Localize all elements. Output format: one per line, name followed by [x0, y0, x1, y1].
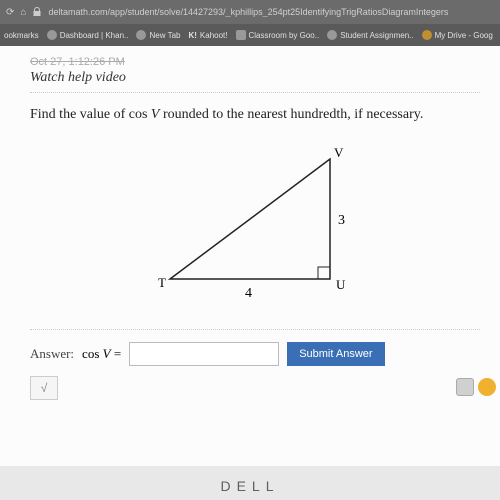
question-prefix: Find the value of cos	[30, 107, 147, 122]
bookmark-icon	[47, 30, 57, 40]
reload-icon[interactable]: ⟳	[6, 7, 14, 18]
triangle-figure: V T U 3 4	[30, 139, 480, 309]
question-suffix: rounded to the nearest hundredth, if nec…	[163, 107, 423, 122]
question-text: Find the value of cos V rounded to the n…	[30, 107, 480, 123]
triangle-shape	[170, 159, 330, 279]
submit-answer-button[interactable]: Submit Answer	[287, 342, 384, 366]
home-icon[interactable]: ⌂	[20, 7, 26, 18]
answer-row: Answer: cos V = Submit Answer	[30, 329, 480, 366]
bookmark-item[interactable]: Dashboard | Khan..	[47, 30, 129, 40]
bookmark-icon	[422, 30, 432, 40]
browser-url-bar: ⟳ ⌂ deltamath.com/app/student/solve/1442…	[0, 0, 500, 24]
question-variable: V	[151, 107, 160, 122]
bookmarks-label: ookmarks	[4, 31, 39, 40]
watch-help-video-link[interactable]: Watch help video	[30, 70, 480, 93]
triangle-svg: V T U 3 4	[140, 139, 370, 309]
answer-cos: cos	[82, 346, 99, 361]
bookmark-label: My Drive - Goog	[435, 31, 493, 40]
answer-expression: cos V =	[82, 346, 121, 362]
right-icon-group	[456, 378, 496, 396]
vertex-u-label: U	[336, 277, 346, 292]
side-bottom-label: 4	[245, 286, 252, 301]
answer-var: V	[103, 346, 111, 361]
bookmark-item[interactable]: Classroom by Goo..	[236, 30, 320, 40]
bookmark-item[interactable]: My Drive - Goog	[422, 30, 493, 40]
bookmark-item[interactable]: New Tab	[136, 30, 180, 40]
answer-label: Answer:	[30, 346, 74, 362]
answer-equals: =	[114, 346, 121, 361]
bookmark-label: Kahoot!	[200, 31, 228, 40]
bookmark-label: Dashboard | Khan..	[60, 31, 129, 40]
answer-input[interactable]	[129, 342, 279, 366]
due-date: Oct 27, 1:12:26 PM	[30, 56, 480, 68]
keyboard-icon[interactable]	[456, 378, 474, 396]
bookmark-icon	[327, 30, 337, 40]
bookmark-icon	[136, 30, 146, 40]
vertex-t-label: T	[158, 275, 166, 290]
bookmark-icon	[236, 30, 246, 40]
lock-icon	[32, 7, 42, 17]
bookmark-prefix: K!	[188, 31, 196, 40]
bookmark-item[interactable]: Student Assignmen..	[327, 30, 413, 40]
url-text: deltamath.com/app/student/solve/14427293…	[48, 7, 494, 17]
bookmark-item[interactable]: K! Kahoot!	[188, 31, 227, 40]
right-angle-mark	[318, 267, 330, 279]
help-icon[interactable]	[478, 378, 496, 396]
sqrt-tool-button[interactable]: √	[30, 376, 58, 400]
tool-row: √	[30, 376, 480, 400]
page-content: Oct 27, 1:12:26 PM Watch help video Find…	[0, 46, 500, 466]
laptop-brand-label: DELL	[0, 478, 500, 494]
bookmarks-bar: ookmarks Dashboard | Khan.. New Tab K! Ka…	[0, 24, 500, 46]
vertex-v-label: V	[334, 145, 344, 160]
bookmark-label: Student Assignmen..	[340, 31, 413, 40]
bookmark-label: New Tab	[149, 31, 180, 40]
side-right-label: 3	[338, 213, 345, 228]
bookmark-label: Classroom by Goo..	[249, 31, 320, 40]
